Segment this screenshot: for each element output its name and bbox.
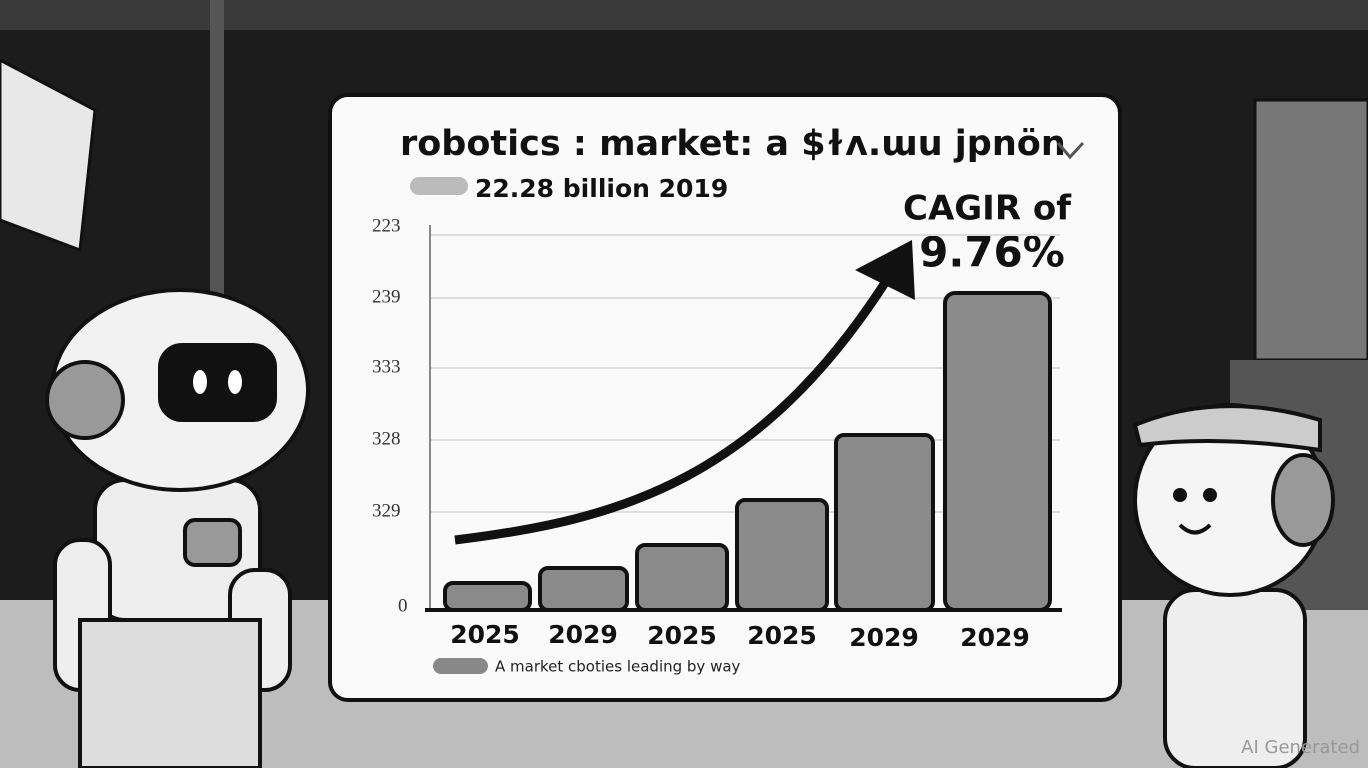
arrow-head — [855, 240, 915, 300]
x-label: 2025 — [747, 621, 817, 650]
chart-title: robotics : market: a $ɫʌ.ɯu jpnön — [400, 124, 1066, 164]
kid — [1132, 403, 1335, 768]
dropdown-icon — [1056, 141, 1085, 160]
x-label: 2025 — [450, 620, 520, 649]
x-label: 2029 — [960, 623, 1030, 652]
y-label: 239 — [372, 286, 401, 307]
legend-text: A market cboties leading by way — [495, 658, 741, 676]
trend-arrow — [454, 272, 894, 545]
ceiling — [0, 0, 1368, 30]
x-label: 2029 — [849, 623, 919, 652]
wall-sign — [0, 58, 97, 253]
wall-screen — [1253, 98, 1368, 362]
bars — [443, 291, 1052, 612]
watermark: AI Generated — [1241, 737, 1360, 758]
subtitle-swatch — [410, 177, 468, 195]
subtitle: 22.28 billion 2019 — [475, 174, 728, 203]
y-label: 0 — [398, 595, 408, 616]
annotation-line1: CAGIR of — [903, 189, 1072, 229]
y-label: 333 — [372, 356, 401, 377]
x-label: 2029 — [548, 620, 618, 649]
x-label: 2025 — [647, 621, 717, 650]
y-label: 329 — [372, 500, 401, 521]
y-label: 223 — [372, 215, 401, 236]
robot — [45, 288, 310, 768]
y-label: 328 — [372, 428, 401, 449]
legend-swatch — [433, 658, 488, 674]
